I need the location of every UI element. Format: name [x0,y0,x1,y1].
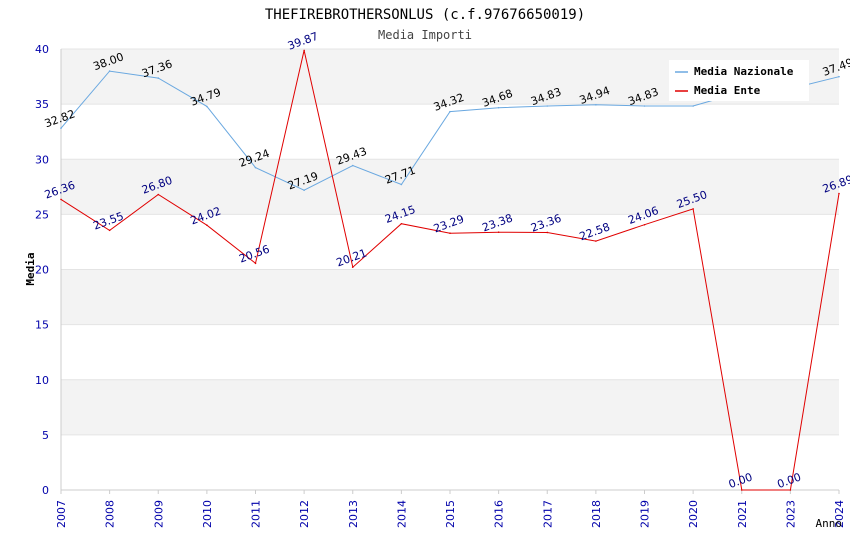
x-tick-label: 2018 [590,500,603,528]
y-tick-label: 40 [35,43,49,56]
y-tick-label: 25 [35,208,49,221]
x-tick-label: 2014 [395,500,408,528]
x-tick-label: 2019 [639,500,652,528]
x-tick-label: 2011 [250,500,263,528]
y-tick-label: 20 [35,264,49,277]
data-point-media-ente [400,222,403,225]
data-point-media-ente [449,232,451,235]
data-label-media-ente: 23.29 [432,212,466,235]
data-point-media-ente [206,224,208,226]
x-tick-label: 2013 [347,500,360,528]
grid-band [61,159,839,215]
data-point-media-ente [838,192,840,195]
grid-band [61,379,839,435]
data-point-media-nazionale [449,110,451,113]
x-axis-label: Anno [816,517,843,530]
y-tick-label: 0 [42,484,49,497]
data-label-media-ente: 23.38 [480,211,514,234]
data-point-media-ente [692,208,694,210]
x-tick-label: 2012 [298,500,311,528]
data-point-media-ente [643,223,646,226]
grid-band [61,269,839,325]
data-point-media-nazionale [157,77,160,79]
legend-label-media-nazionale: Media Nazionale [694,65,794,78]
data-label-media-ente: 22.58 [578,220,612,243]
y-tick-label: 5 [42,429,49,442]
data-point-media-nazionale [108,70,111,72]
data-label-media-ente: 0.00 [775,470,802,491]
data-point-media-nazionale [838,75,840,78]
data-point-media-ente [789,489,792,491]
data-point-media-nazionale [60,127,62,129]
y-tick-label: 35 [35,98,49,111]
x-tick-label: 2021 [736,500,749,528]
data-point-media-nazionale [303,189,305,192]
x-tick-label: 2023 [784,500,797,528]
data-point-media-ente [546,231,549,234]
data-label-media-ente: 20.21 [335,246,369,269]
chart-title: THEFIREBROTHERSONLUS (c.f.97676650019) [265,7,585,23]
axes [60,49,840,494]
data-point-media-nazionale [643,105,646,107]
x-tick-label: 2020 [687,500,700,528]
y-tick-label: 10 [35,374,49,387]
data-point-media-nazionale [546,105,549,107]
data-point-media-nazionale [692,105,694,107]
y-axis-label: Media [24,252,37,285]
x-tick-label: 2007 [55,500,68,528]
data-label-media-ente: 0.00 [727,470,754,491]
chart-subtitle: Media Importi [378,28,472,42]
data-point-media-ente [157,193,160,196]
data-point-media-ente [595,240,597,242]
data-point-media-ente [303,49,305,52]
series-lines [60,49,840,491]
data-point-media-nazionale [206,105,208,108]
x-tick-label: 2024 [833,500,846,528]
x-tick-label: 2010 [201,500,214,528]
data-point-media-nazionale [400,183,403,186]
grid-bands [61,49,839,435]
x-tick-label: 2017 [541,500,554,528]
legend-label-media-ente: Media Ente [694,84,761,97]
x-tick-label: 2008 [104,500,117,528]
data-point-media-nazionale [497,106,500,109]
y-tick-label: 30 [35,153,49,166]
data-point-media-ente [60,198,62,201]
data-point-media-ente [108,229,111,232]
y-tick-label: 15 [35,319,49,332]
x-tick-label: 2016 [493,500,506,528]
x-tick-labels: 2007 2008 2009 2010 2011 2012 2013 2014 2015 2016… [55,500,846,528]
legend: Media Nazionale Media Ente [669,60,809,101]
data-point-media-nazionale [595,103,597,106]
data-point-media-ente [497,231,500,234]
x-tick-label: 2015 [444,500,457,528]
data-point-media-ente [740,489,743,491]
data-point-media-ente [351,266,354,268]
legend-box [669,60,809,101]
data-point-media-nazionale [351,164,354,167]
data-point-media-ente [254,262,257,265]
data-label-media-ente: 23.36 [529,212,563,235]
y-tick-labels: 0 5 10 15 20 25 30 35 40 [35,43,49,497]
data-point-media-nazionale [254,166,257,169]
x-tick-label: 2009 [152,500,165,528]
